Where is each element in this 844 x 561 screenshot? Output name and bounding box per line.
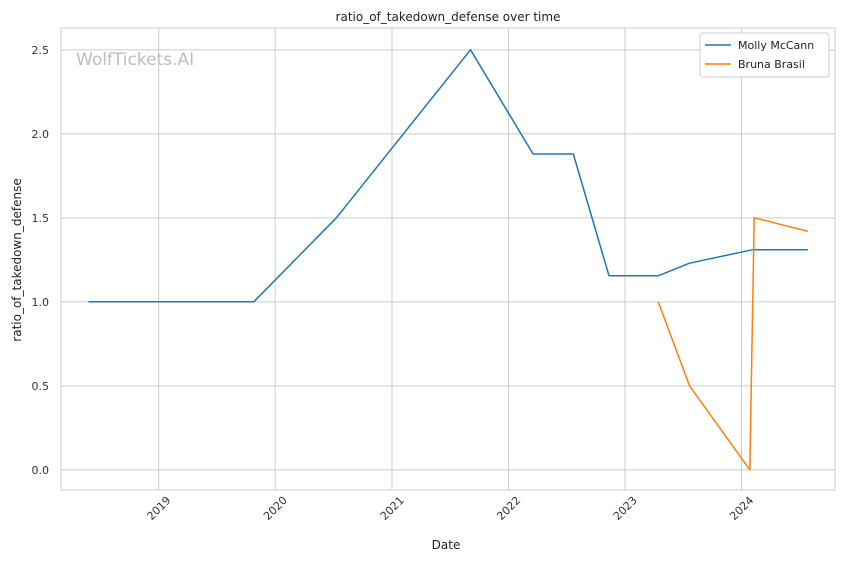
legend-label-bruna-brasil: Bruna Brasil: [738, 58, 805, 71]
x-axis-title: Date: [432, 538, 461, 552]
series-layer: [88, 49, 809, 471]
x-tick-label: 2023: [611, 494, 640, 523]
y-tick-label: 2.0: [32, 128, 50, 141]
chart-title: ratio_of_takedown_defense over time: [336, 10, 561, 24]
grid-lines: [61, 28, 835, 490]
series-line-molly-mccann: [88, 49, 808, 303]
x-tick-label: 2020: [261, 494, 290, 523]
x-tick-label: 2024: [727, 494, 756, 523]
legend: Molly McCann Bruna Brasil: [699, 32, 830, 78]
watermark: WolfTickets.AI: [76, 50, 194, 70]
y-tick-label: 1.5: [32, 212, 50, 225]
y-tick-label: 2.5: [32, 44, 50, 57]
y-axis-ticks: 0.0 0.5 1.0 1.5 2.0 2.5: [32, 44, 50, 477]
y-tick-label: 0.5: [32, 380, 50, 393]
x-tick-label: 2019: [145, 494, 174, 523]
y-tick-label: 1.0: [32, 296, 50, 309]
y-axis-title: ratio_of_takedown_defense: [10, 178, 24, 341]
plot-area: [61, 28, 835, 490]
x-axis-ticks: 2019 2020 2021 2022 2023 2024: [145, 494, 757, 523]
series-bruna-brasil: [657, 217, 809, 471]
x-tick-label: 2021: [378, 494, 407, 523]
x-tick-label: 2022: [494, 494, 523, 523]
plot-frame: [60, 27, 836, 491]
series-line-bruna-brasil: [657, 217, 809, 471]
legend-label-molly-mccann: Molly McCann: [738, 39, 814, 52]
y-tick-label: 0.0: [32, 464, 50, 477]
series-molly-mccann: [88, 49, 808, 303]
legend-box: [699, 32, 830, 78]
